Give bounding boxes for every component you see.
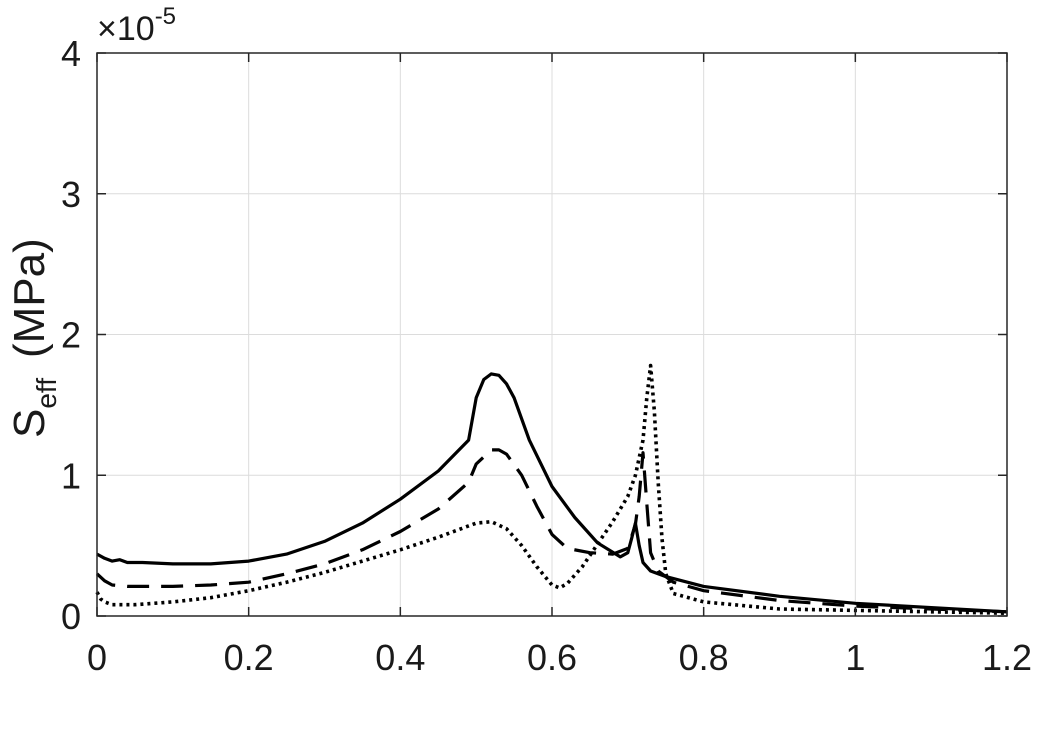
x-tick-label: 0.6 bbox=[527, 637, 577, 678]
y-tick-label: 1 bbox=[61, 455, 81, 496]
y-tick-label: 0 bbox=[61, 596, 81, 637]
y-axis-label-unit: (MPa) bbox=[5, 238, 54, 358]
series-line-dotted bbox=[95, 363, 1008, 615]
series-line-dashed bbox=[95, 448, 1008, 614]
grid-lines bbox=[97, 53, 1007, 616]
y-axis-label: Seff (MPa) bbox=[5, 238, 62, 438]
x-tick-label: 0.2 bbox=[224, 637, 274, 678]
y-tick-labels: 0 1 2 3 4 bbox=[61, 33, 81, 637]
y-tick-label: 4 bbox=[61, 33, 81, 74]
x-tick-label: 1 bbox=[845, 637, 865, 678]
series-line-solid bbox=[96, 372, 1008, 614]
y-axis-label-symbol: S bbox=[5, 409, 54, 438]
x-tick-labels: 0 0.2 0.4 0.6 0.8 1 1.2 bbox=[87, 637, 1032, 678]
y-tick-label: 2 bbox=[61, 315, 81, 356]
x-tick-label: 0.4 bbox=[375, 637, 425, 678]
x-tick-label: 0.8 bbox=[679, 637, 729, 678]
x-tick-label: 1.2 bbox=[982, 637, 1032, 678]
x-tick-label: 0 bbox=[87, 637, 107, 678]
y-exponent-power: -5 bbox=[155, 3, 176, 30]
y-tick-label: 3 bbox=[61, 174, 81, 215]
series-lines bbox=[95, 363, 1008, 615]
y-exponent-base: ×10 bbox=[97, 10, 155, 48]
y-axis-label-subscript: eff bbox=[31, 378, 62, 409]
y-exponent-label: ×10-5 bbox=[97, 3, 176, 48]
axis-ticks bbox=[96, 52, 1008, 617]
